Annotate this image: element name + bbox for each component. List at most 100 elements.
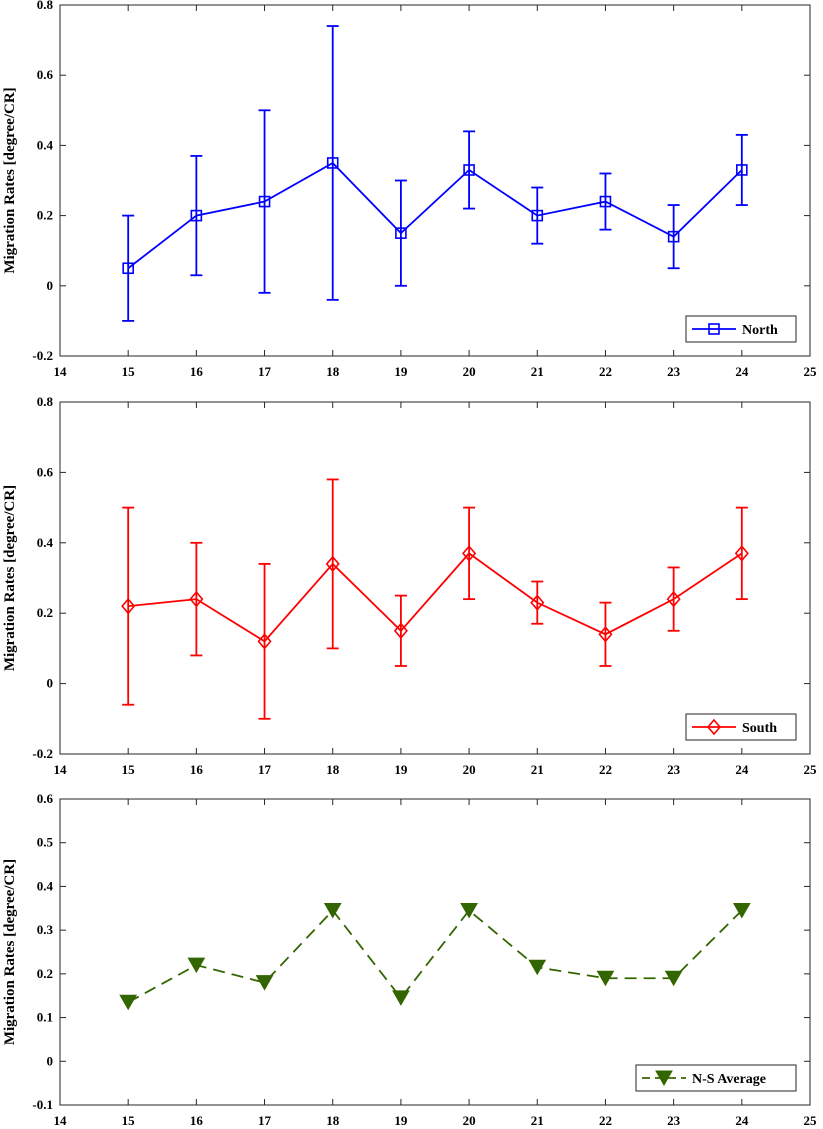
data-point <box>326 157 339 169</box>
x-tick-label: 23 <box>667 364 681 379</box>
y-tick-label: 0.4 <box>37 878 54 893</box>
legend-label: N-S Average <box>692 1072 766 1087</box>
x-tick-label: 25 <box>804 1113 818 1128</box>
x-tick-label: 14 <box>54 364 68 379</box>
x-tick-label: 18 <box>326 364 340 379</box>
y-tick-label: -0.1 <box>32 1097 53 1112</box>
data-point <box>257 633 272 650</box>
x-tick-label: 24 <box>735 1113 749 1128</box>
data-point <box>189 590 204 608</box>
legend-marker <box>706 718 722 736</box>
x-tick-label: 21 <box>531 1113 544 1128</box>
x-tick-label: 15 <box>122 762 136 777</box>
y-axis-label: Migration Rates [degree/CR] <box>2 485 18 671</box>
data-point <box>530 594 545 611</box>
y-tick-label: 0 <box>47 1053 54 1068</box>
axes-box <box>59 4 811 357</box>
data-point <box>667 230 680 243</box>
y-axis-label: Migration Rates [degree/CR] <box>2 87 18 273</box>
x-tick-label: 22 <box>599 762 612 777</box>
y-tick-label: 0 <box>47 676 54 691</box>
series-line <box>127 161 743 269</box>
x-tick-label: 19 <box>394 1113 408 1128</box>
x-tick-label: 18 <box>326 1113 340 1128</box>
y-tick-label: 0.2 <box>37 605 53 620</box>
x-tick-label: 16 <box>190 364 204 379</box>
data-point <box>121 597 136 615</box>
y-tick-label: 0.8 <box>37 0 54 12</box>
x-tick-label: 21 <box>531 762 544 777</box>
y-tick-label: -0.2 <box>32 746 53 761</box>
data-point <box>393 622 408 640</box>
x-tick-label: 15 <box>122 364 136 379</box>
data-point <box>734 545 749 562</box>
legend-marker <box>655 1070 673 1087</box>
data-point <box>736 164 748 176</box>
axes-box <box>59 798 811 1106</box>
x-tick-label: 25 <box>804 762 818 777</box>
y-tick-label: 0.5 <box>37 835 54 850</box>
y-tick-label: 0.4 <box>37 137 54 152</box>
y-tick-label: 0 <box>47 278 54 293</box>
y-tick-label: 0.2 <box>37 208 53 223</box>
data-point <box>664 970 683 987</box>
data-point <box>599 195 612 208</box>
data-point <box>258 195 271 208</box>
data-point <box>531 209 544 222</box>
y-tick-label: 0.2 <box>37 966 53 981</box>
data-point <box>119 994 138 1011</box>
x-tick-label: 14 <box>54 1113 68 1128</box>
axes-box <box>59 401 811 755</box>
data-point <box>392 990 410 1006</box>
y-tick-label: 0.6 <box>37 67 54 82</box>
data-point <box>187 957 206 974</box>
x-tick-label: 24 <box>735 762 749 777</box>
data-point <box>598 626 613 643</box>
legend-marker <box>708 323 720 335</box>
x-tick-label: 19 <box>394 762 408 777</box>
data-point <box>460 902 478 919</box>
data-point <box>323 902 342 919</box>
x-tick-label: 16 <box>190 762 204 777</box>
y-tick-label: 0.8 <box>37 394 54 409</box>
y-tick-label: 0.4 <box>37 535 54 550</box>
x-tick-label: 23 <box>667 1113 681 1128</box>
x-tick-label: 17 <box>258 364 272 379</box>
x-tick-label: 20 <box>463 1113 476 1128</box>
legend-label: North <box>742 323 778 338</box>
x-tick-label: 14 <box>54 762 68 777</box>
y-tick-label: 0.6 <box>37 464 54 479</box>
x-tick-label: 22 <box>599 1113 612 1128</box>
x-tick-label: 22 <box>599 364 612 379</box>
y-tick-label: -0.2 <box>32 348 53 363</box>
data-point <box>666 590 681 608</box>
data-point <box>462 545 477 562</box>
y-tick-label: 0.3 <box>37 922 54 937</box>
y-tick-label: 0.1 <box>37 1010 53 1025</box>
data-point <box>596 970 615 987</box>
series-line <box>128 552 743 643</box>
x-tick-label: 17 <box>258 1113 272 1128</box>
x-tick-label: 20 <box>463 364 476 379</box>
x-tick-label: 15 <box>122 1113 136 1128</box>
average-panel: 14 15 16 17 18 19 20 21 22 23 24 25 -0.1 0 0.1 0.2 0.3 0.… <box>2 791 817 1128</box>
south-panel: 14 15 16 17 18 19 20 21 22 23 24 25 -0.2 0 0.2 0.4 0.6 0.… <box>2 394 817 777</box>
legend-label: South <box>742 721 777 736</box>
x-tick-label: 21 <box>531 364 544 379</box>
data-point <box>395 227 407 239</box>
data-point <box>463 164 475 176</box>
data-point <box>190 209 203 222</box>
data-point <box>325 555 340 573</box>
x-tick-label: 20 <box>463 762 476 777</box>
x-tick-label: 24 <box>735 364 749 379</box>
y-tick-label: 0.6 <box>37 791 54 806</box>
data-point <box>732 902 751 919</box>
y-axis-label: Migration Rates [degree/CR] <box>2 859 18 1045</box>
data-point <box>528 959 547 976</box>
x-tick-label: 23 <box>667 762 681 777</box>
data-point <box>122 262 134 275</box>
x-tick-label: 19 <box>394 364 408 379</box>
north-panel: 14 15 16 17 18 19 20 21 22 23 24 25 -0.2 0 0.2 0.4 0.6 0.… <box>2 0 817 379</box>
data-point <box>255 975 274 991</box>
